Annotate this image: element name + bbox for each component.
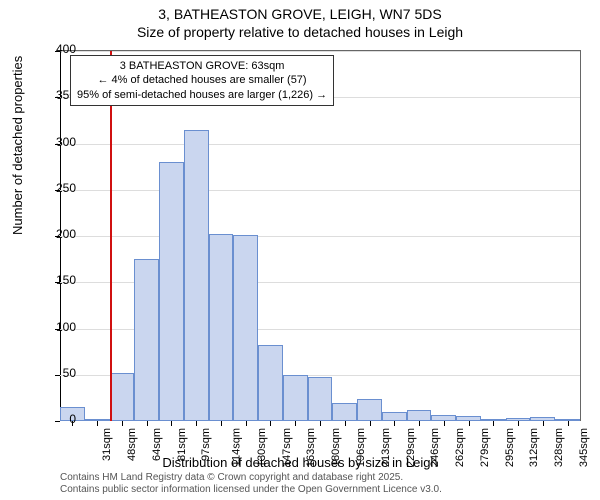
y-tick-label: 100 bbox=[56, 320, 76, 334]
x-tick-label: 213sqm bbox=[380, 428, 392, 467]
x-tick-label: 196sqm bbox=[355, 428, 367, 467]
x-tick-mark bbox=[419, 421, 420, 426]
x-tick-label: 262sqm bbox=[454, 428, 466, 467]
x-tick-mark bbox=[246, 421, 247, 426]
gridline-h bbox=[60, 190, 580, 191]
attribution-line2: Contains public sector information licen… bbox=[60, 484, 442, 496]
x-tick-mark bbox=[147, 421, 148, 426]
x-tick-mark bbox=[345, 421, 346, 426]
attribution-line1: Contains HM Land Registry data © Crown c… bbox=[60, 472, 442, 484]
x-tick-label: 48sqm bbox=[126, 428, 138, 461]
x-tick-mark bbox=[394, 421, 395, 426]
histogram-bar bbox=[233, 235, 258, 421]
chart-title-line1: 3, BATHEASTON GROVE, LEIGH, WN7 5DS bbox=[0, 6, 600, 22]
gridline-h bbox=[60, 144, 580, 145]
x-tick-mark bbox=[295, 421, 296, 426]
x-tick-label: 180sqm bbox=[330, 428, 342, 467]
annotation-line1: 3 BATHEASTON GROVE: 63sqm bbox=[77, 59, 327, 73]
x-tick-mark bbox=[171, 421, 172, 426]
x-tick-label: 97sqm bbox=[200, 428, 212, 461]
x-tick-mark bbox=[493, 421, 494, 426]
x-tick-mark bbox=[270, 421, 271, 426]
x-tick-label: 328sqm bbox=[553, 428, 565, 467]
x-tick-label: 163sqm bbox=[306, 428, 318, 467]
x-tick-label: 130sqm bbox=[256, 428, 268, 467]
histogram-bar bbox=[134, 259, 159, 421]
x-tick-label: 295sqm bbox=[504, 428, 516, 467]
histogram-bar bbox=[283, 375, 308, 421]
x-tick-label: 229sqm bbox=[405, 428, 417, 467]
histogram-bar bbox=[110, 373, 135, 421]
x-tick-label: 345sqm bbox=[578, 428, 590, 467]
x-tick-mark bbox=[568, 421, 569, 426]
y-tick-label: 400 bbox=[56, 42, 76, 56]
y-tick-label: 200 bbox=[56, 227, 76, 241]
x-tick-label: 246sqm bbox=[429, 428, 441, 467]
histogram-bar bbox=[332, 403, 357, 422]
x-tick-mark bbox=[444, 421, 445, 426]
histogram-bar bbox=[184, 130, 209, 421]
gridline-h bbox=[60, 236, 580, 237]
reference-line bbox=[110, 51, 112, 421]
histogram-bar bbox=[159, 162, 184, 421]
histogram-bar bbox=[357, 399, 382, 421]
y-tick-label: 50 bbox=[63, 366, 76, 380]
x-tick-label: 64sqm bbox=[151, 428, 163, 461]
chart-title-block: 3, BATHEASTON GROVE, LEIGH, WN7 5DS Size… bbox=[0, 0, 600, 40]
y-tick-mark bbox=[55, 421, 60, 422]
y-tick-label: 250 bbox=[56, 181, 76, 195]
x-tick-mark bbox=[518, 421, 519, 426]
histogram-bar bbox=[308, 377, 333, 421]
x-tick-label: 114sqm bbox=[231, 428, 243, 466]
histogram-bar bbox=[382, 412, 407, 421]
annotation-box: 3 BATHEASTON GROVE: 63sqm← 4% of detache… bbox=[70, 55, 334, 106]
x-tick-label: 31sqm bbox=[101, 428, 113, 461]
gridline-h bbox=[60, 51, 580, 52]
y-tick-label: 0 bbox=[69, 412, 76, 426]
y-axis-title: Number of detached properties bbox=[10, 56, 25, 235]
y-tick-mark bbox=[55, 375, 60, 376]
x-tick-mark bbox=[122, 421, 123, 426]
annotation-line2: ← 4% of detached houses are smaller (57) bbox=[77, 73, 327, 87]
attribution-text: Contains HM Land Registry data © Crown c… bbox=[60, 472, 442, 496]
x-tick-label: 81sqm bbox=[176, 428, 188, 461]
y-tick-label: 300 bbox=[56, 135, 76, 149]
x-tick-mark bbox=[97, 421, 98, 426]
annotation-line3: 95% of semi-detached houses are larger (… bbox=[77, 88, 327, 102]
chart-title-line2: Size of property relative to detached ho… bbox=[0, 24, 600, 40]
x-tick-label: 312sqm bbox=[528, 428, 540, 467]
histogram-bar bbox=[209, 234, 234, 421]
x-tick-label: 147sqm bbox=[281, 428, 293, 467]
x-tick-mark bbox=[543, 421, 544, 426]
histogram-bar bbox=[407, 410, 432, 421]
y-tick-label: 150 bbox=[56, 273, 76, 287]
histogram-bar bbox=[258, 345, 283, 421]
x-tick-mark bbox=[320, 421, 321, 426]
x-tick-mark bbox=[221, 421, 222, 426]
x-tick-mark bbox=[469, 421, 470, 426]
x-tick-mark bbox=[196, 421, 197, 426]
x-tick-label: 279sqm bbox=[479, 428, 491, 467]
x-tick-mark bbox=[370, 421, 371, 426]
